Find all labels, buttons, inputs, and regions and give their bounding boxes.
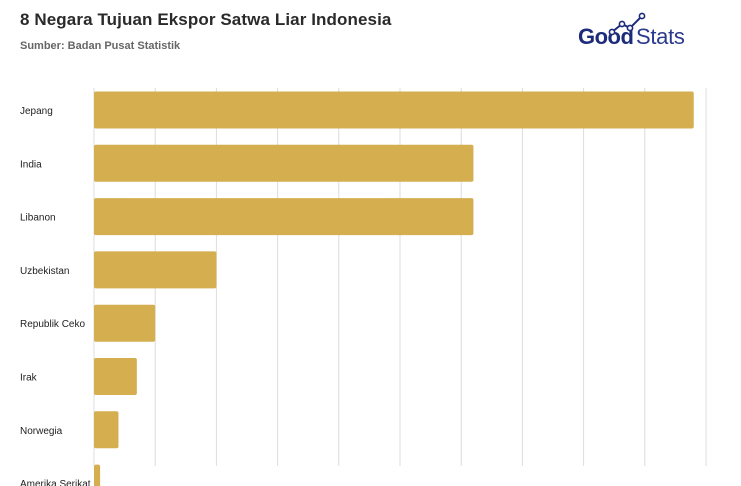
chart-title: 8 Negara Tujuan Ekspor Satwa Liar Indone… xyxy=(20,10,392,29)
category-label: Republik Ceko xyxy=(20,319,85,330)
category-label: Irak xyxy=(20,373,38,384)
category-label: Norwegia xyxy=(20,426,63,437)
category-label: Uzbekistan xyxy=(20,266,69,277)
category-label: Jepang xyxy=(20,106,53,117)
category-label: Amerika Serikat xyxy=(20,479,91,486)
category-labels: Jepang India Libanon Uzbekistan Republik Cek… xyxy=(20,106,91,486)
trend-line-icon xyxy=(608,12,646,36)
bar-irak xyxy=(94,358,137,395)
bar-libanon xyxy=(94,198,474,236)
bar-amerika-serikat xyxy=(94,464,101,486)
bar-republik-ceko xyxy=(94,304,156,342)
bars xyxy=(94,91,694,486)
bar-jepang xyxy=(94,91,694,129)
bar-norwegia xyxy=(94,411,119,449)
logo-good-text: Good xyxy=(578,24,634,49)
bar-uzbekistan xyxy=(94,251,217,289)
category-label: India xyxy=(20,159,42,170)
goodstats-logo: Good Stats xyxy=(578,12,708,52)
bar-india xyxy=(94,144,474,182)
logo-stats-text: Stats xyxy=(636,24,685,49)
chart-subtitle: Sumber: Badan Pusat Statistik xyxy=(20,40,181,52)
category-label: Libanon xyxy=(20,213,56,224)
